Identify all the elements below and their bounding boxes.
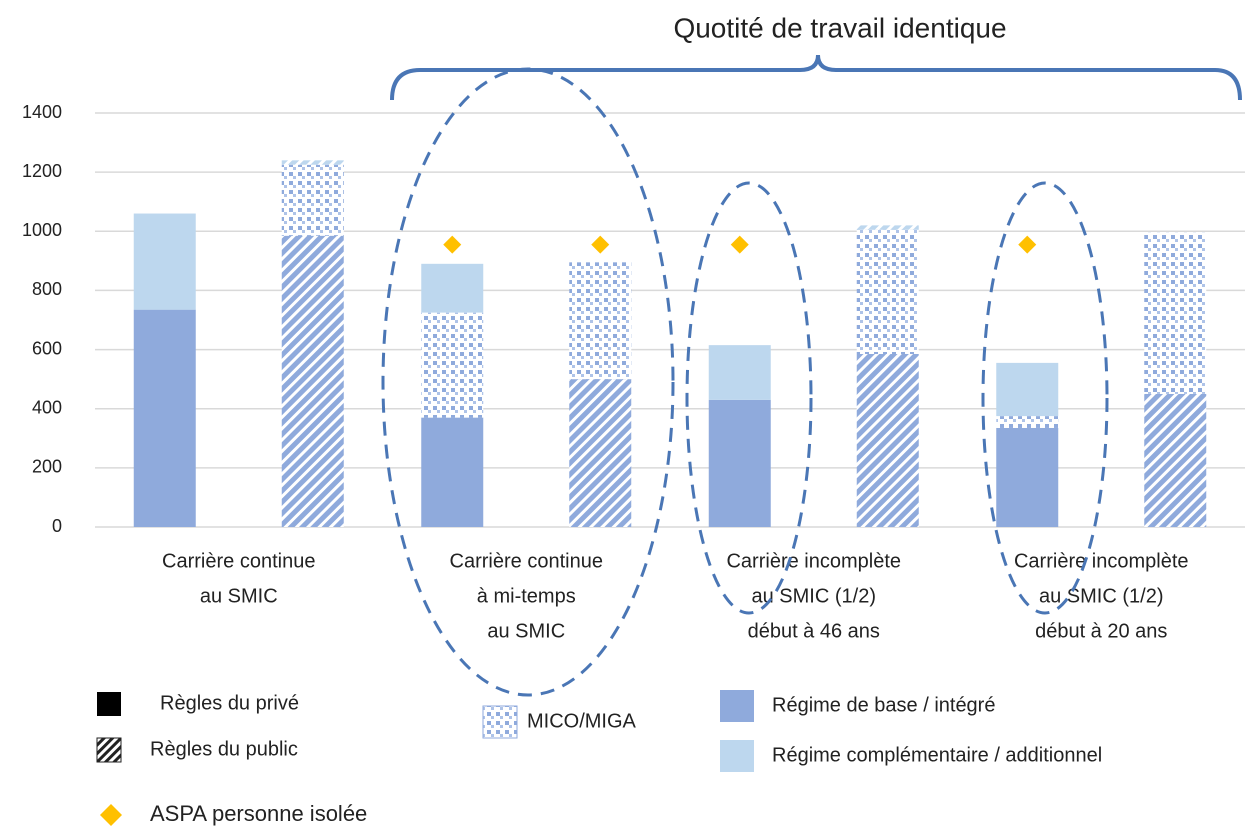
bar-segment bbox=[421, 312, 484, 418]
bar-segment bbox=[856, 229, 919, 355]
x-tick-label: au SMIC (1/2) bbox=[1039, 585, 1163, 607]
chart-title: Quotité de travail identique bbox=[673, 12, 1006, 43]
x-tick-label: début à 20 ans bbox=[1035, 620, 1167, 642]
legend-label: Régime complémentaire / additionnel bbox=[772, 744, 1102, 766]
bar-segment bbox=[133, 309, 196, 527]
bar-segment bbox=[421, 417, 484, 527]
bar-segment bbox=[281, 235, 344, 527]
x-tick-label: au SMIC bbox=[487, 620, 565, 642]
legend-label: Règles du public bbox=[150, 738, 298, 760]
legend-swatch bbox=[100, 804, 122, 826]
legend-swatch bbox=[720, 740, 754, 772]
bar-segment bbox=[996, 416, 1059, 428]
bar-segment bbox=[569, 379, 632, 527]
bar-segment bbox=[1144, 393, 1207, 527]
x-tick-label: Carrière continue bbox=[450, 550, 603, 572]
bar-segment bbox=[708, 399, 771, 527]
x-tick-label: Carrière continue bbox=[162, 550, 315, 572]
aspa-marker bbox=[1018, 235, 1037, 254]
legend-swatch bbox=[720, 690, 754, 722]
legend-swatch bbox=[97, 692, 121, 716]
y-tick-label: 1000 bbox=[22, 220, 62, 240]
y-tick-label: 600 bbox=[32, 338, 62, 358]
legend-label: Régime de base / intégré bbox=[772, 694, 995, 716]
legend-swatch bbox=[96, 737, 122, 763]
y-tick-label: 400 bbox=[32, 397, 62, 417]
bar-segment bbox=[856, 225, 919, 230]
bar-segment bbox=[133, 213, 196, 310]
x-tick-label: au SMIC (1/2) bbox=[752, 585, 876, 607]
legend-label: MICO/MIGA bbox=[527, 710, 637, 732]
x-tick-label: Carrière incomplète bbox=[1014, 550, 1189, 572]
highlight-ellipse bbox=[381, 67, 675, 697]
x-tick-label: à mi-temps bbox=[477, 585, 576, 607]
bar-segment bbox=[996, 362, 1059, 417]
bar-segment bbox=[996, 427, 1059, 527]
bar-segment bbox=[708, 345, 771, 400]
aspa-marker bbox=[591, 235, 610, 254]
bar-segment bbox=[281, 160, 344, 165]
x-tick-label: Carrière incomplète bbox=[726, 550, 901, 572]
y-tick-label: 1200 bbox=[22, 161, 62, 181]
y-tick-label: 1400 bbox=[22, 102, 62, 122]
y-tick-label: 200 bbox=[32, 457, 62, 477]
brace bbox=[390, 54, 1242, 101]
bar-segment bbox=[281, 164, 344, 236]
bar-segment bbox=[421, 263, 484, 313]
aspa-marker bbox=[443, 235, 462, 254]
legend-label: Règles du privé bbox=[160, 692, 299, 714]
bar-segment bbox=[856, 354, 919, 527]
y-tick-label: 0 bbox=[52, 516, 62, 536]
bar-segment bbox=[569, 262, 632, 380]
bar-segment bbox=[1144, 232, 1207, 394]
x-tick-label: au SMIC bbox=[200, 585, 278, 607]
aspa-marker bbox=[730, 235, 749, 254]
legend-swatch bbox=[482, 705, 518, 739]
highlight-ellipse bbox=[685, 181, 813, 615]
legend-label: ASPA personne isolée bbox=[150, 801, 367, 826]
x-tick-label: début à 46 ans bbox=[748, 620, 880, 642]
highlight-ellipse bbox=[981, 181, 1109, 615]
y-tick-label: 800 bbox=[32, 279, 62, 299]
